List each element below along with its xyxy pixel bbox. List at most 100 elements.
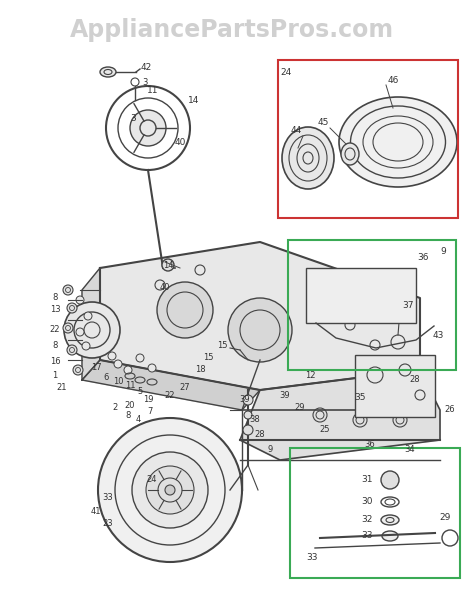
Text: 46: 46 <box>387 76 398 85</box>
Text: 43: 43 <box>432 331 443 340</box>
Text: 8: 8 <box>52 340 57 349</box>
Text: 28: 28 <box>254 430 265 439</box>
Text: AppliancePartsPros.com: AppliancePartsPros.com <box>70 18 393 42</box>
Text: 40: 40 <box>159 283 170 292</box>
Text: 15: 15 <box>202 353 213 362</box>
Circle shape <box>114 360 122 368</box>
Circle shape <box>244 411 251 419</box>
Circle shape <box>84 312 92 320</box>
Ellipse shape <box>380 515 398 525</box>
Ellipse shape <box>338 97 456 187</box>
Text: 23: 23 <box>102 520 113 529</box>
Ellipse shape <box>100 67 116 77</box>
Text: 36: 36 <box>416 253 428 263</box>
Circle shape <box>67 345 77 355</box>
Text: 8: 8 <box>125 410 131 419</box>
Text: 16: 16 <box>50 358 60 367</box>
Circle shape <box>76 296 84 304</box>
Ellipse shape <box>340 143 358 165</box>
Text: 39: 39 <box>239 395 250 404</box>
Text: 11: 11 <box>147 86 158 95</box>
Circle shape <box>146 466 194 514</box>
Text: 39: 39 <box>279 391 290 400</box>
Text: 6: 6 <box>103 373 108 383</box>
Text: 38: 38 <box>249 415 260 425</box>
Text: 36: 36 <box>364 440 375 449</box>
Ellipse shape <box>282 127 333 189</box>
Circle shape <box>108 352 116 360</box>
Circle shape <box>63 285 73 295</box>
Text: 17: 17 <box>90 364 101 373</box>
Circle shape <box>390 335 404 349</box>
Text: 25: 25 <box>319 425 330 434</box>
Text: 10: 10 <box>113 377 123 386</box>
Circle shape <box>64 302 120 358</box>
Text: 11: 11 <box>125 382 135 391</box>
Text: 24: 24 <box>146 475 157 484</box>
Text: 19: 19 <box>143 395 153 404</box>
Polygon shape <box>239 370 439 460</box>
Text: 27: 27 <box>179 383 190 392</box>
Circle shape <box>243 395 252 405</box>
Circle shape <box>67 303 77 313</box>
Text: 3: 3 <box>142 77 147 86</box>
Text: 7: 7 <box>147 407 152 416</box>
Polygon shape <box>100 242 419 390</box>
Text: 44: 44 <box>290 125 301 134</box>
Polygon shape <box>82 360 259 410</box>
Circle shape <box>124 366 131 374</box>
Circle shape <box>227 298 291 362</box>
Text: 22: 22 <box>50 325 60 335</box>
Bar <box>288 240 455 370</box>
Text: 15: 15 <box>216 340 227 349</box>
Text: 41: 41 <box>91 508 101 517</box>
Text: 4: 4 <box>135 415 140 425</box>
Circle shape <box>148 364 156 372</box>
Text: 30: 30 <box>361 497 372 506</box>
Text: 12: 12 <box>304 370 314 379</box>
Text: 5: 5 <box>137 388 142 397</box>
Text: 34: 34 <box>404 445 414 454</box>
Text: 45: 45 <box>317 118 328 127</box>
Text: 9: 9 <box>267 445 272 454</box>
Bar <box>277 60 457 218</box>
Text: 26: 26 <box>444 406 454 415</box>
Bar <box>305 268 415 323</box>
Text: 31: 31 <box>361 475 372 484</box>
Text: 28: 28 <box>409 376 419 385</box>
Text: 37: 37 <box>401 301 413 311</box>
Circle shape <box>82 342 90 350</box>
Text: 22: 22 <box>164 391 175 400</box>
Text: 29: 29 <box>438 514 450 523</box>
Text: 33: 33 <box>102 493 113 502</box>
Circle shape <box>130 110 166 146</box>
Text: 24: 24 <box>280 68 291 77</box>
Text: 8: 8 <box>52 293 57 302</box>
Text: 13: 13 <box>50 305 60 314</box>
Text: 3: 3 <box>130 113 136 122</box>
Text: 14: 14 <box>188 95 199 104</box>
Circle shape <box>98 418 242 562</box>
Circle shape <box>131 452 207 528</box>
Circle shape <box>76 328 84 336</box>
Circle shape <box>63 323 73 333</box>
Polygon shape <box>82 268 100 380</box>
Text: 33: 33 <box>361 532 372 541</box>
Circle shape <box>380 471 398 489</box>
Text: 9: 9 <box>439 247 445 257</box>
Text: 18: 18 <box>194 365 205 374</box>
Text: 33: 33 <box>306 553 317 562</box>
Text: 21: 21 <box>56 383 67 392</box>
Bar <box>354 355 434 417</box>
Text: 1: 1 <box>52 370 57 379</box>
Text: 20: 20 <box>125 401 135 409</box>
Text: 14: 14 <box>163 260 173 269</box>
Circle shape <box>165 485 175 495</box>
Circle shape <box>162 259 174 271</box>
Text: 2: 2 <box>112 403 118 413</box>
Circle shape <box>73 365 83 375</box>
Text: 40: 40 <box>174 137 185 146</box>
Circle shape <box>243 425 252 435</box>
Text: 35: 35 <box>353 394 365 403</box>
Bar <box>289 448 459 578</box>
